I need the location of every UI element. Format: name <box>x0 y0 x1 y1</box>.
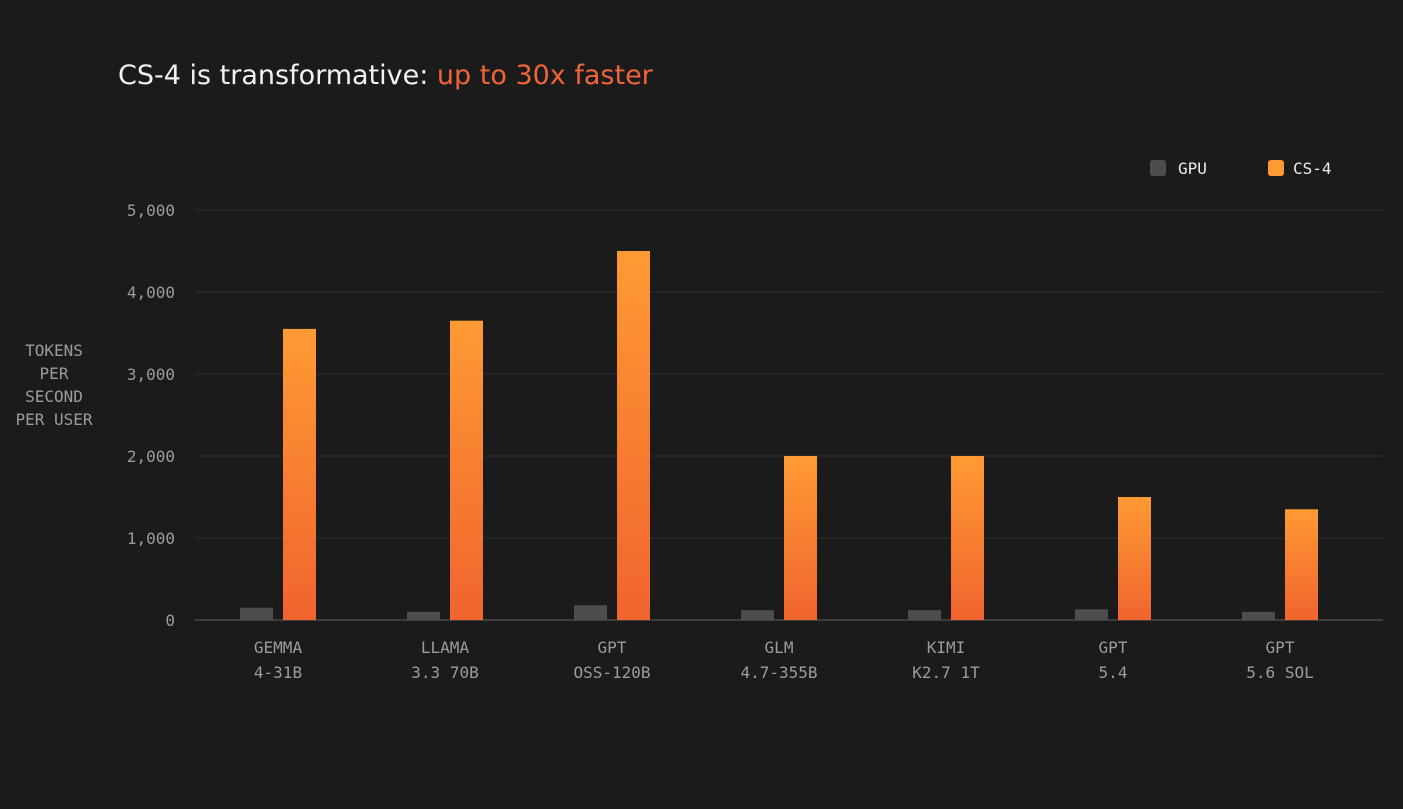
x-tick-label: KIMI <box>927 638 966 657</box>
x-tick-label: 4-31B <box>254 663 302 682</box>
x-tick-label: GLM <box>765 638 794 657</box>
bar-gpu <box>741 610 774 620</box>
legend-item-gpu: GPU <box>1150 159 1207 178</box>
bar-cs4 <box>617 251 650 620</box>
legend: GPU CS-4 <box>1150 159 1332 178</box>
y-tick-label: 0 <box>165 611 175 630</box>
x-tick-label: K2.7 1T <box>912 663 980 682</box>
y-axis-label-line: TOKENS <box>25 341 83 360</box>
x-axis-labels: GEMMA 4-31B LLAMA 3.3 70B GPT OSS-120B GLM 4.7-… <box>254 638 1314 682</box>
y-axis-label-line: PER USER <box>15 410 92 429</box>
y-axis-ticks: 0 1,000 2,000 3,000 4,000 5,000 <box>127 201 175 630</box>
bar-cs4 <box>1118 497 1151 620</box>
chart-title: CS-4 is transformative: up to 30x faster <box>118 60 654 91</box>
legend-label-gpu: GPU <box>1178 159 1207 178</box>
y-axis-label: TOKENS PER SECOND PER USER <box>15 341 92 429</box>
bars <box>240 251 1318 620</box>
x-tick-label: OSS-120B <box>573 663 650 682</box>
x-tick-label: LLAMA <box>421 638 470 657</box>
y-tick-label: 1,000 <box>127 529 175 548</box>
x-tick-label: GPT <box>598 638 627 657</box>
x-tick-label: 5.4 <box>1099 663 1128 682</box>
legend-item-cs4: CS-4 <box>1268 159 1332 178</box>
chart-title-accent: up to 30x faster <box>437 60 654 91</box>
y-axis-label-line: PER <box>40 364 69 383</box>
x-tick-label: GPT <box>1266 638 1295 657</box>
bar-cs4 <box>283 328 316 620</box>
legend-swatch-gpu <box>1150 160 1166 176</box>
bar-gpu <box>1075 609 1108 620</box>
y-tick-label: 5,000 <box>127 201 175 220</box>
y-tick-label: 2,000 <box>127 447 175 466</box>
bar-gpu <box>908 610 941 620</box>
x-tick-label: GEMMA <box>254 638 303 657</box>
x-tick-label: 5.6 SOL <box>1246 663 1313 682</box>
bar-gpu <box>240 607 273 620</box>
x-tick-label: GPT <box>1099 638 1128 657</box>
bar-gpu <box>574 605 607 620</box>
bar-cs4 <box>450 320 483 620</box>
x-tick-label: 3.3 70B <box>411 663 478 682</box>
bar-gpu <box>407 611 440 620</box>
bar-cs4 <box>784 456 817 620</box>
y-tick-label: 4,000 <box>127 283 175 302</box>
bar-cs4 <box>951 456 984 620</box>
chart-title-main: CS-4 is transformative: <box>118 60 437 91</box>
x-tick-label: 4.7-355B <box>740 663 817 682</box>
y-tick-label: 3,000 <box>127 365 175 384</box>
bar-gpu <box>1242 611 1275 620</box>
legend-label-cs4: CS-4 <box>1293 159 1332 178</box>
y-axis-label-line: SECOND <box>25 387 83 406</box>
bar-cs4 <box>1285 509 1318 620</box>
legend-swatch-cs4 <box>1268 160 1284 176</box>
